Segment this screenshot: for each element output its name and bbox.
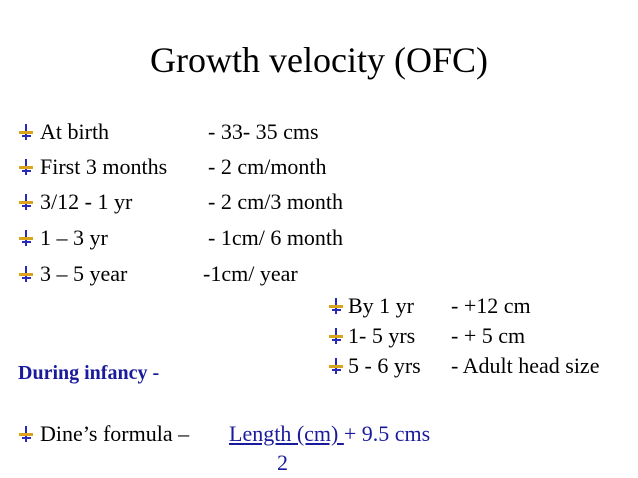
- row-label: 3 – 5 year: [40, 261, 128, 286]
- formula-numerator: Length (cm): [229, 421, 344, 446]
- push-pin-icon: [328, 298, 344, 314]
- push-pin-icon: [18, 194, 34, 210]
- slide-title: Growth velocity (OFC): [150, 40, 488, 80]
- push-pin-icon: [18, 230, 34, 246]
- row-value: - 1cm/ 6 month: [208, 225, 344, 250]
- infancy-row-label: 5 - 6 yrs: [348, 353, 421, 378]
- infancy-row-value: - +12 cm: [451, 293, 531, 318]
- push-pin-icon: [328, 358, 344, 374]
- infancy-row-value: - + 5 cm: [451, 323, 526, 348]
- formula-denominator: 2: [277, 450, 288, 475]
- row-value: - 2 cm/3 month: [208, 189, 344, 214]
- infancy-label: During infancy -: [18, 362, 160, 384]
- push-pin-icon: [18, 266, 34, 282]
- push-pin-icon: [18, 426, 34, 442]
- formula-suffix: + 9.5 cms: [343, 421, 431, 446]
- formula-label: Dine’s formula –: [40, 421, 190, 446]
- push-pin-icon: [18, 159, 34, 175]
- infancy-row-value: - Adult head size: [451, 353, 600, 378]
- infancy-row-label: 1- 5 yrs: [348, 323, 416, 348]
- row-label: First 3 months: [40, 154, 168, 179]
- infancy-row-label: By 1 yr: [348, 293, 414, 318]
- row-value: -1cm/ year: [203, 261, 298, 286]
- row-value: - 33- 35 cms: [208, 119, 319, 144]
- push-pin-icon: [18, 124, 34, 140]
- push-pin-icon: [328, 328, 344, 344]
- row-value: - 2 cm/month: [208, 154, 327, 179]
- row-label: 1 – 3 yr: [40, 225, 108, 250]
- row-label: At birth: [40, 119, 110, 144]
- row-label: 3/12 - 1 yr: [40, 189, 133, 214]
